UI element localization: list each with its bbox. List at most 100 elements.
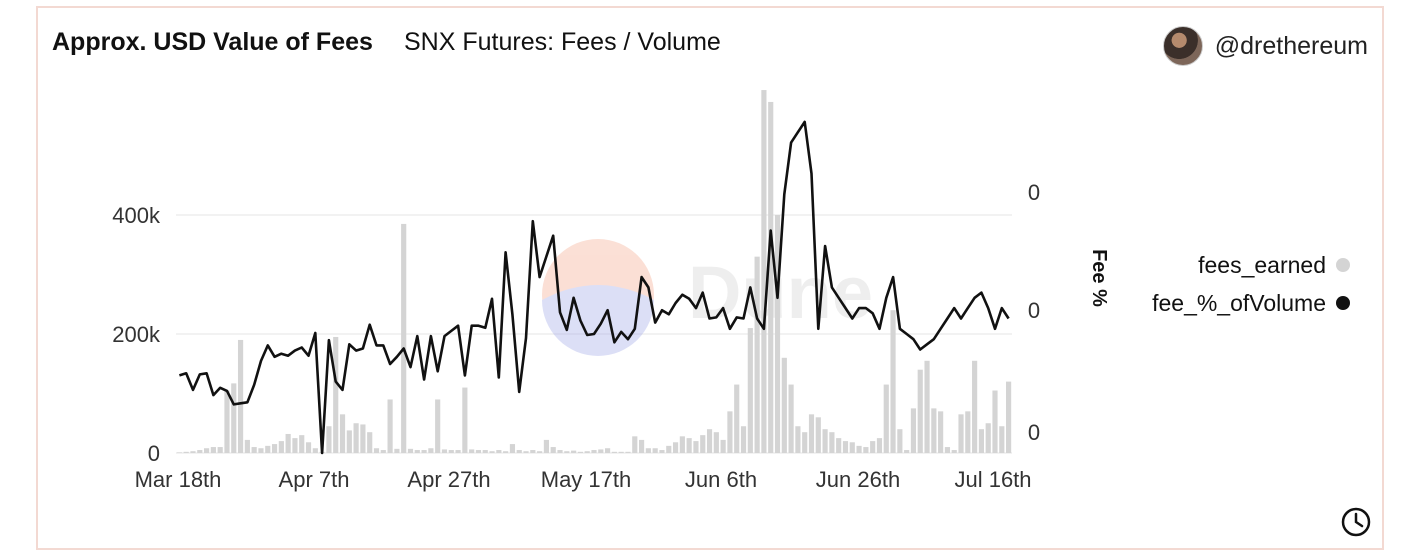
fee-bar[interactable] [537,451,543,453]
fee-bar[interactable] [842,441,849,453]
fee-bar[interactable] [523,451,529,453]
fee-bar[interactable] [360,424,366,453]
fee-bar[interactable] [217,447,223,453]
fee-bar[interactable] [638,439,645,453]
fee-bar[interactable] [577,451,583,453]
fee-bar[interactable] [672,442,679,453]
fee-bar[interactable] [679,436,685,453]
fee-bar[interactable] [441,449,448,453]
fee-bar[interactable] [863,447,869,453]
fee-bar[interactable] [407,448,414,453]
fee-bar[interactable] [333,336,339,453]
fee-bar[interactable] [883,384,889,453]
fee-bar[interactable] [795,426,801,453]
fee-bar[interactable] [258,448,264,453]
fee-bar[interactable] [727,411,733,453]
fee-bar[interactable] [781,357,787,453]
fee-bar[interactable] [462,387,468,453]
fee-bar[interactable] [802,432,808,453]
fee-bar[interactable] [897,429,903,453]
fee-bar[interactable] [1006,381,1012,453]
fee-bar[interactable] [652,448,658,453]
fee-bar[interactable] [271,444,278,453]
fee-bar[interactable] [890,310,896,453]
fee-bar[interactable] [904,450,910,453]
fee-pct-line[interactable] [179,120,1010,455]
fee-bar[interactable] [591,450,597,453]
fee-bar[interactable] [455,450,461,453]
fee-bar[interactable] [788,384,794,453]
fee-bar[interactable] [761,90,767,454]
fee-bar[interactable] [448,450,454,453]
fee-bar[interactable] [380,450,386,453]
fee-bar[interactable] [292,438,298,453]
fee-bar[interactable] [972,360,978,453]
fee-bar[interactable] [421,450,427,453]
fee-bar[interactable] [605,448,611,453]
fee-bar[interactable] [632,436,638,453]
fee-bar[interactable] [747,328,753,453]
fee-bar[interactable] [414,450,420,453]
fee-bar[interactable] [339,414,346,453]
fee-bar[interactable] [924,360,930,453]
fee-bar[interactable] [353,423,359,453]
fee-bar[interactable] [503,451,509,453]
fee-bar[interactable] [910,408,917,453]
fee-bar[interactable] [176,452,182,453]
fee-bar[interactable] [944,447,951,453]
fee-bar[interactable] [931,408,937,453]
fee-bar[interactable] [265,445,271,453]
fee-bar[interactable] [584,451,590,453]
fee-bar[interactable] [849,442,855,453]
fee-bar[interactable] [836,438,842,453]
fee-bar[interactable] [401,223,407,453]
fee-bar[interactable] [917,369,923,453]
fee-bar[interactable] [197,450,203,453]
fee-bar[interactable] [951,450,957,453]
fee-bar[interactable] [346,430,352,453]
fee-bar[interactable] [278,441,284,453]
fee-bar[interactable] [543,439,550,453]
fee-bar[interactable] [645,448,651,453]
fee-bar[interactable] [774,215,781,453]
fee-bar[interactable] [870,441,876,453]
fee-bar[interactable] [768,101,774,453]
fee-bar[interactable] [251,447,257,453]
fee-bar[interactable] [625,451,631,453]
fee-bar[interactable] [373,448,380,453]
fee-bar[interactable] [190,451,196,453]
fee-bar[interactable] [326,426,332,453]
fee-bar[interactable] [564,451,570,453]
fee-bar[interactable] [285,433,291,453]
fee-bar[interactable] [530,450,536,453]
fee-bar[interactable] [829,432,835,453]
clock-icon[interactable] [1340,506,1372,543]
fee-bar[interactable] [312,448,318,453]
fee-bar[interactable] [808,414,815,453]
fee-bar[interactable] [482,450,488,453]
fee-bar[interactable] [469,449,475,453]
fee-bar[interactable] [550,447,556,453]
fee-bar[interactable] [394,448,400,453]
fee-bar[interactable] [489,451,495,453]
fee-bar[interactable] [183,451,189,453]
fee-bar[interactable] [958,414,964,453]
fee-bar[interactable] [618,451,624,453]
legend-item-fee-pct[interactable]: fee_%_ofVolume [1120,284,1350,322]
author-handle[interactable]: @drethereum [1214,31,1368,60]
fee-bar[interactable] [999,426,1005,453]
fee-bar[interactable] [978,429,984,453]
author[interactable]: @drethereum [1162,26,1368,66]
fee-bar[interactable] [965,411,971,453]
fee-bar[interactable] [231,383,237,453]
fee-bar[interactable] [815,417,821,453]
fee-bar[interactable] [516,450,522,453]
fee-bar[interactable] [299,435,305,453]
fee-bar[interactable] [224,390,230,453]
fee-bar[interactable] [938,411,944,453]
legend-item-fees-earned[interactable]: fees_earned [1120,246,1350,284]
fee-bar[interactable] [571,450,577,453]
fee-bar[interactable] [367,432,373,453]
fee-bar[interactable] [428,448,434,453]
fee-bar[interactable] [305,442,312,453]
